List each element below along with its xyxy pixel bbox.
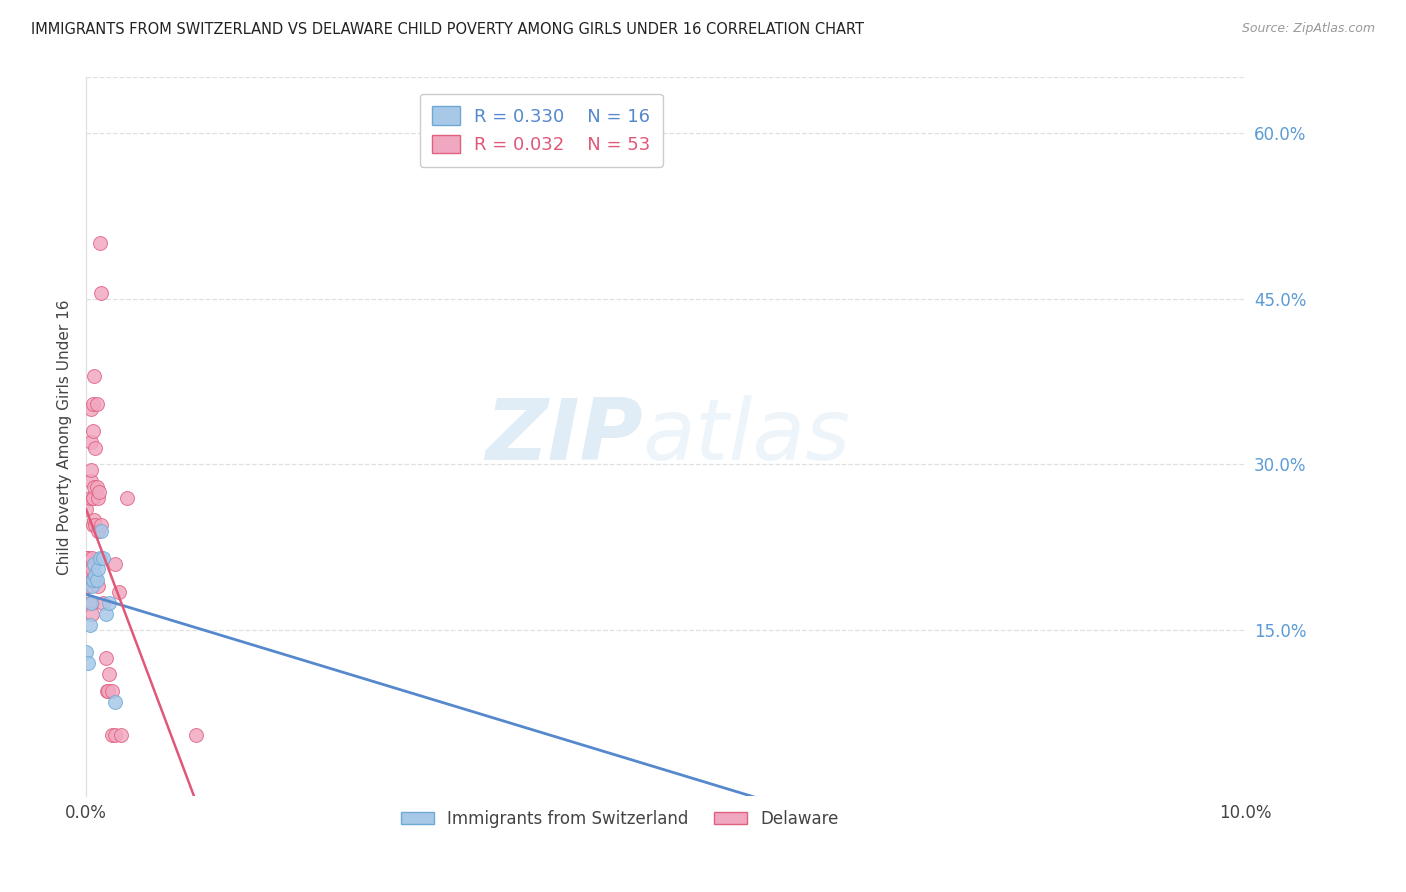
Point [82, 491, 104, 505]
Point [115, 491, 138, 505]
Point [83, 368, 105, 383]
Point [79, 491, 101, 505]
Point [80, 463, 103, 477]
Point [80, 562, 103, 576]
Point [84, 574, 107, 588]
Legend: Immigrants from Switzerland, Delaware: Immigrants from Switzerland, Delaware [394, 803, 845, 835]
Point [86, 491, 108, 505]
Point [104, 728, 127, 742]
Point [100, 728, 122, 742]
Text: Source: ZipAtlas.com: Source: ZipAtlas.com [1241, 22, 1375, 36]
Point [83, 513, 105, 527]
Point [76, 551, 98, 566]
Point [80, 596, 103, 610]
Point [89, 551, 111, 566]
Point [186, 728, 208, 742]
Point [79, 596, 101, 610]
Point [83, 557, 105, 571]
Point [80, 474, 103, 488]
Point [86, 574, 108, 588]
Y-axis label: Child Poverty Among Girls Under 16: Child Poverty Among Girls Under 16 [58, 299, 72, 574]
Point [80, 568, 103, 582]
Point [77, 568, 100, 582]
Point [83, 479, 105, 493]
Point [104, 557, 127, 571]
Point [80, 551, 103, 566]
Point [96, 684, 118, 698]
Point [80, 435, 103, 450]
Point [90, 286, 112, 301]
Point [93, 596, 115, 610]
Point [110, 728, 132, 742]
Text: ZIP: ZIP [485, 395, 643, 478]
Point [80, 402, 103, 417]
Text: IMMIGRANTS FROM SWITZERLAND VS DELAWARE CHILD POVERTY AMONG GIRLS UNDER 16 CORRE: IMMIGRANTS FROM SWITZERLAND VS DELAWARE … [31, 22, 863, 37]
Point [82, 491, 104, 505]
Point [107, 584, 129, 599]
Point [97, 684, 120, 698]
Point [98, 667, 121, 681]
Point [75, 645, 97, 659]
Point [79, 562, 101, 576]
Point [79, 617, 101, 632]
Point [84, 441, 107, 455]
Point [76, 568, 98, 582]
Point [90, 524, 112, 538]
Point [77, 551, 100, 566]
Point [77, 657, 100, 671]
Point [90, 518, 112, 533]
Point [75, 501, 97, 516]
Point [86, 396, 108, 410]
Point [82, 518, 104, 533]
Text: atlas: atlas [643, 395, 851, 478]
Point [80, 596, 103, 610]
Point [86, 579, 108, 593]
Point [86, 562, 108, 576]
Point [82, 424, 104, 438]
Point [84, 568, 107, 582]
Point [80, 574, 103, 588]
Point [93, 551, 115, 566]
Point [82, 396, 104, 410]
Point [94, 607, 117, 621]
Point [79, 574, 101, 588]
Point [100, 684, 122, 698]
Point [94, 651, 117, 665]
Point [104, 695, 127, 709]
Point [98, 596, 121, 610]
Point [82, 574, 104, 588]
Point [86, 479, 108, 493]
Point [84, 518, 107, 533]
Point [80, 579, 103, 593]
Point [87, 485, 110, 500]
Point [80, 607, 103, 621]
Point [89, 236, 111, 251]
Point [86, 524, 108, 538]
Point [77, 579, 100, 593]
